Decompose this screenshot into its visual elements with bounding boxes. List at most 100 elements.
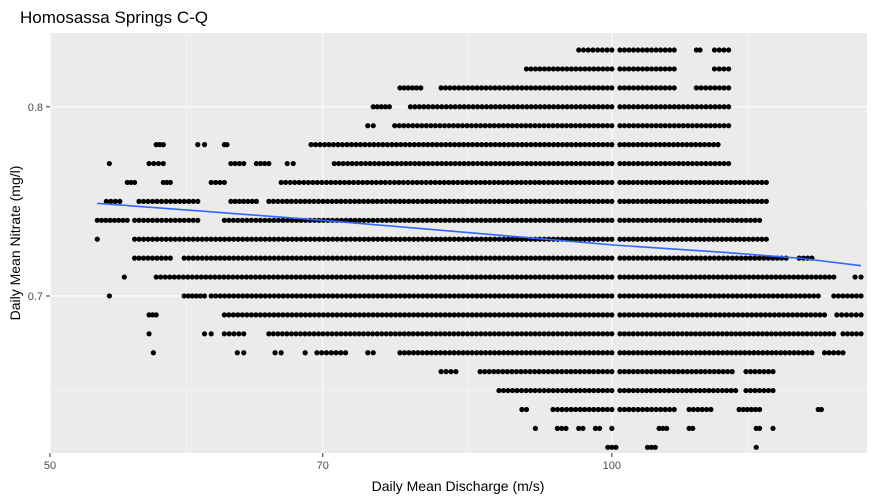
- data-point: [262, 217, 268, 223]
- data-point: [406, 217, 412, 223]
- data-point: [639, 274, 645, 280]
- data-point: [442, 274, 448, 280]
- data-point: [303, 236, 309, 242]
- data-point: [159, 217, 165, 223]
- data-point: [626, 123, 632, 129]
- data-point: [609, 350, 615, 356]
- data-point: [438, 255, 444, 261]
- data-point: [609, 179, 615, 186]
- data-point: [559, 331, 565, 337]
- data-point: [563, 179, 570, 186]
- data-point: [410, 198, 416, 204]
- data-point: [719, 198, 725, 204]
- data-point: [388, 331, 394, 337]
- data-point: [745, 198, 752, 204]
- data-point: [786, 274, 792, 280]
- data-point: [559, 66, 565, 72]
- data-point: [357, 236, 363, 242]
- data-point: [586, 85, 592, 91]
- x-tick-label: 50: [44, 460, 56, 472]
- data-point: [707, 123, 714, 129]
- data-point: [208, 331, 214, 337]
- data-point: [764, 274, 770, 280]
- data-point: [666, 350, 672, 356]
- data-point: [586, 406, 592, 413]
- data-point: [488, 104, 494, 110]
- data-point: [306, 274, 313, 280]
- data-point: [460, 274, 466, 280]
- data-point: [302, 331, 308, 337]
- data-point: [546, 387, 552, 394]
- data-point: [737, 198, 743, 204]
- data-point: [563, 369, 570, 375]
- data-point: [505, 255, 511, 261]
- data-point: [316, 293, 322, 299]
- data-point: [712, 312, 718, 318]
- data-point: [671, 160, 677, 167]
- data-point: [676, 312, 682, 318]
- data-point: [306, 331, 313, 337]
- data-point: [244, 255, 250, 261]
- data-point: [500, 387, 507, 394]
- data-point: [653, 123, 659, 129]
- data-point: [537, 66, 543, 72]
- data-point: [241, 198, 247, 204]
- data-point: [555, 255, 561, 261]
- data-point: [644, 160, 650, 167]
- data-point: [735, 312, 741, 318]
- data-point: [667, 104, 673, 110]
- data-point: [365, 217, 372, 223]
- data-point: [559, 425, 565, 432]
- data-point: [253, 236, 259, 242]
- data-point: [473, 179, 479, 186]
- data-point: [744, 312, 750, 318]
- data-point: [721, 85, 727, 91]
- data-point: [591, 312, 597, 318]
- data-point: [397, 255, 403, 261]
- data-point: [213, 293, 219, 299]
- data-point: [546, 331, 552, 337]
- data-point: [604, 274, 610, 280]
- data-point: [550, 274, 556, 280]
- data-point: [145, 217, 151, 223]
- data-point: [733, 274, 739, 280]
- data-point: [582, 104, 588, 110]
- data-point: [648, 142, 654, 148]
- data-point: [482, 369, 488, 375]
- data-point: [680, 369, 686, 375]
- data-point: [442, 217, 448, 223]
- data-point: [284, 217, 291, 223]
- data-point: [698, 369, 704, 375]
- data-point: [763, 179, 769, 186]
- data-point: [352, 255, 358, 261]
- data-point: [726, 66, 732, 72]
- data-point: [496, 255, 502, 261]
- data-point: [675, 142, 681, 148]
- data-point: [334, 312, 340, 318]
- data-point: [670, 236, 676, 242]
- data-point: [679, 236, 685, 242]
- data-point: [420, 236, 426, 242]
- data-point: [698, 123, 705, 129]
- data-point: [415, 255, 421, 261]
- data-point: [725, 293, 731, 299]
- data-point: [288, 274, 295, 280]
- data-point: [658, 312, 664, 318]
- data-point: [630, 47, 637, 53]
- data-point: [497, 104, 503, 110]
- data-point: [280, 217, 286, 223]
- data-point: [577, 160, 584, 167]
- data-point: [397, 293, 403, 299]
- data-point: [752, 293, 758, 299]
- data-point: [617, 217, 623, 223]
- data-point: [576, 425, 582, 432]
- data-point: [582, 274, 588, 280]
- data-point: [573, 255, 579, 261]
- data-point: [420, 255, 426, 261]
- data-point: [501, 142, 507, 148]
- trend-line: [97, 202, 862, 267]
- data-point: [635, 312, 641, 318]
- data-point: [568, 217, 574, 223]
- data-point: [528, 255, 534, 261]
- data-point: [546, 312, 552, 318]
